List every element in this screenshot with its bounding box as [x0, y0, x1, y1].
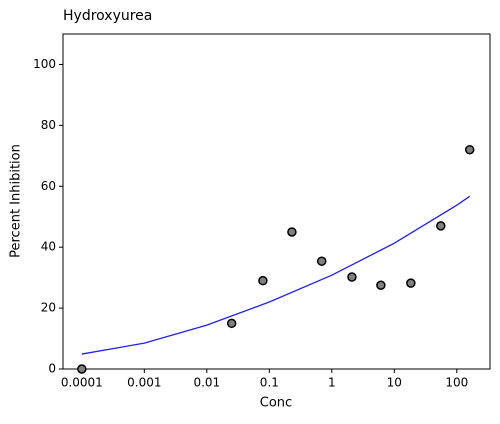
x-tick-label: 0.0001	[61, 376, 103, 390]
x-tick-label: 10	[387, 376, 402, 390]
y-axis-label: Percent Inhibition	[9, 144, 24, 258]
y-tick-label: 0	[48, 362, 56, 376]
data-point	[406, 278, 416, 288]
y-tick-label: 100	[33, 57, 56, 71]
x-tick-label: 100	[445, 376, 468, 390]
data-point	[376, 280, 386, 290]
x-tick-label: 0.01	[193, 376, 220, 390]
data-point	[77, 364, 87, 374]
x-axis-label: Conc	[260, 396, 292, 411]
y-tick-label: 20	[41, 301, 56, 315]
y-tick-label: 60	[41, 179, 56, 193]
data-point	[464, 144, 475, 155]
data-point	[436, 221, 446, 231]
y-tick-label: 80	[41, 118, 56, 132]
plot-frame	[62, 33, 491, 370]
data-point	[347, 272, 357, 282]
data-point	[226, 318, 237, 329]
x-tick-label: 0.001	[127, 376, 161, 390]
x-tick-label: 1	[328, 376, 336, 390]
fit-line	[81, 195, 471, 355]
y-tick-label: 40	[41, 240, 56, 254]
data-point	[316, 256, 327, 266]
data-point	[287, 227, 297, 237]
data-point	[258, 275, 268, 286]
x-tick-label: 0.1	[260, 376, 279, 390]
chart-title: Hydroxyurea	[63, 8, 152, 24]
